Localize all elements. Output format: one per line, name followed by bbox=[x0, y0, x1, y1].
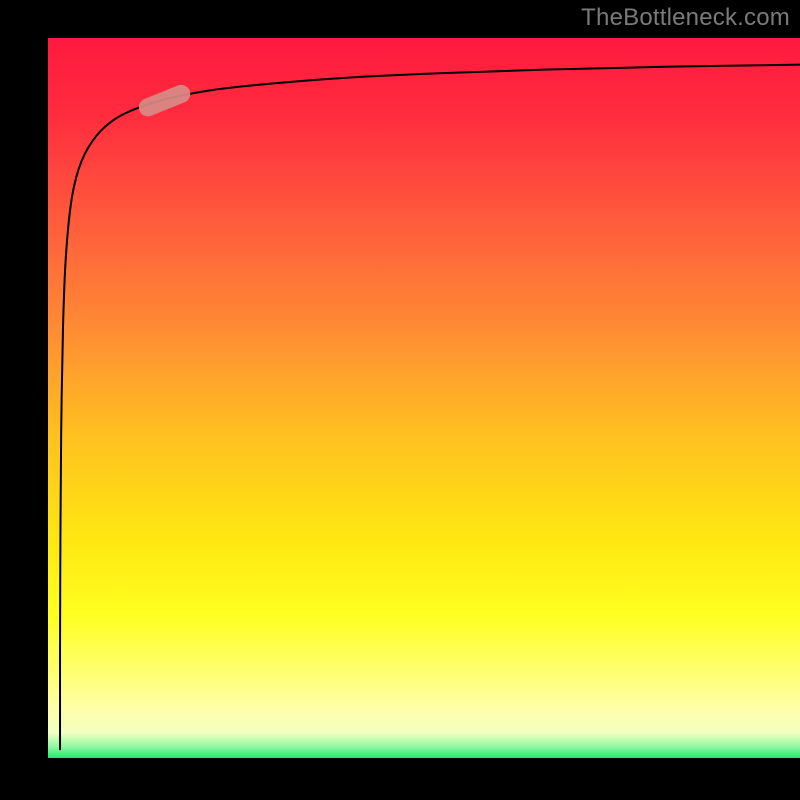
gradient-background bbox=[48, 38, 800, 758]
stage: TheBottleneck.com bbox=[0, 0, 800, 800]
watermark-text: TheBottleneck.com bbox=[581, 4, 790, 32]
chart-svg bbox=[48, 38, 800, 758]
plot-area bbox=[48, 38, 800, 758]
